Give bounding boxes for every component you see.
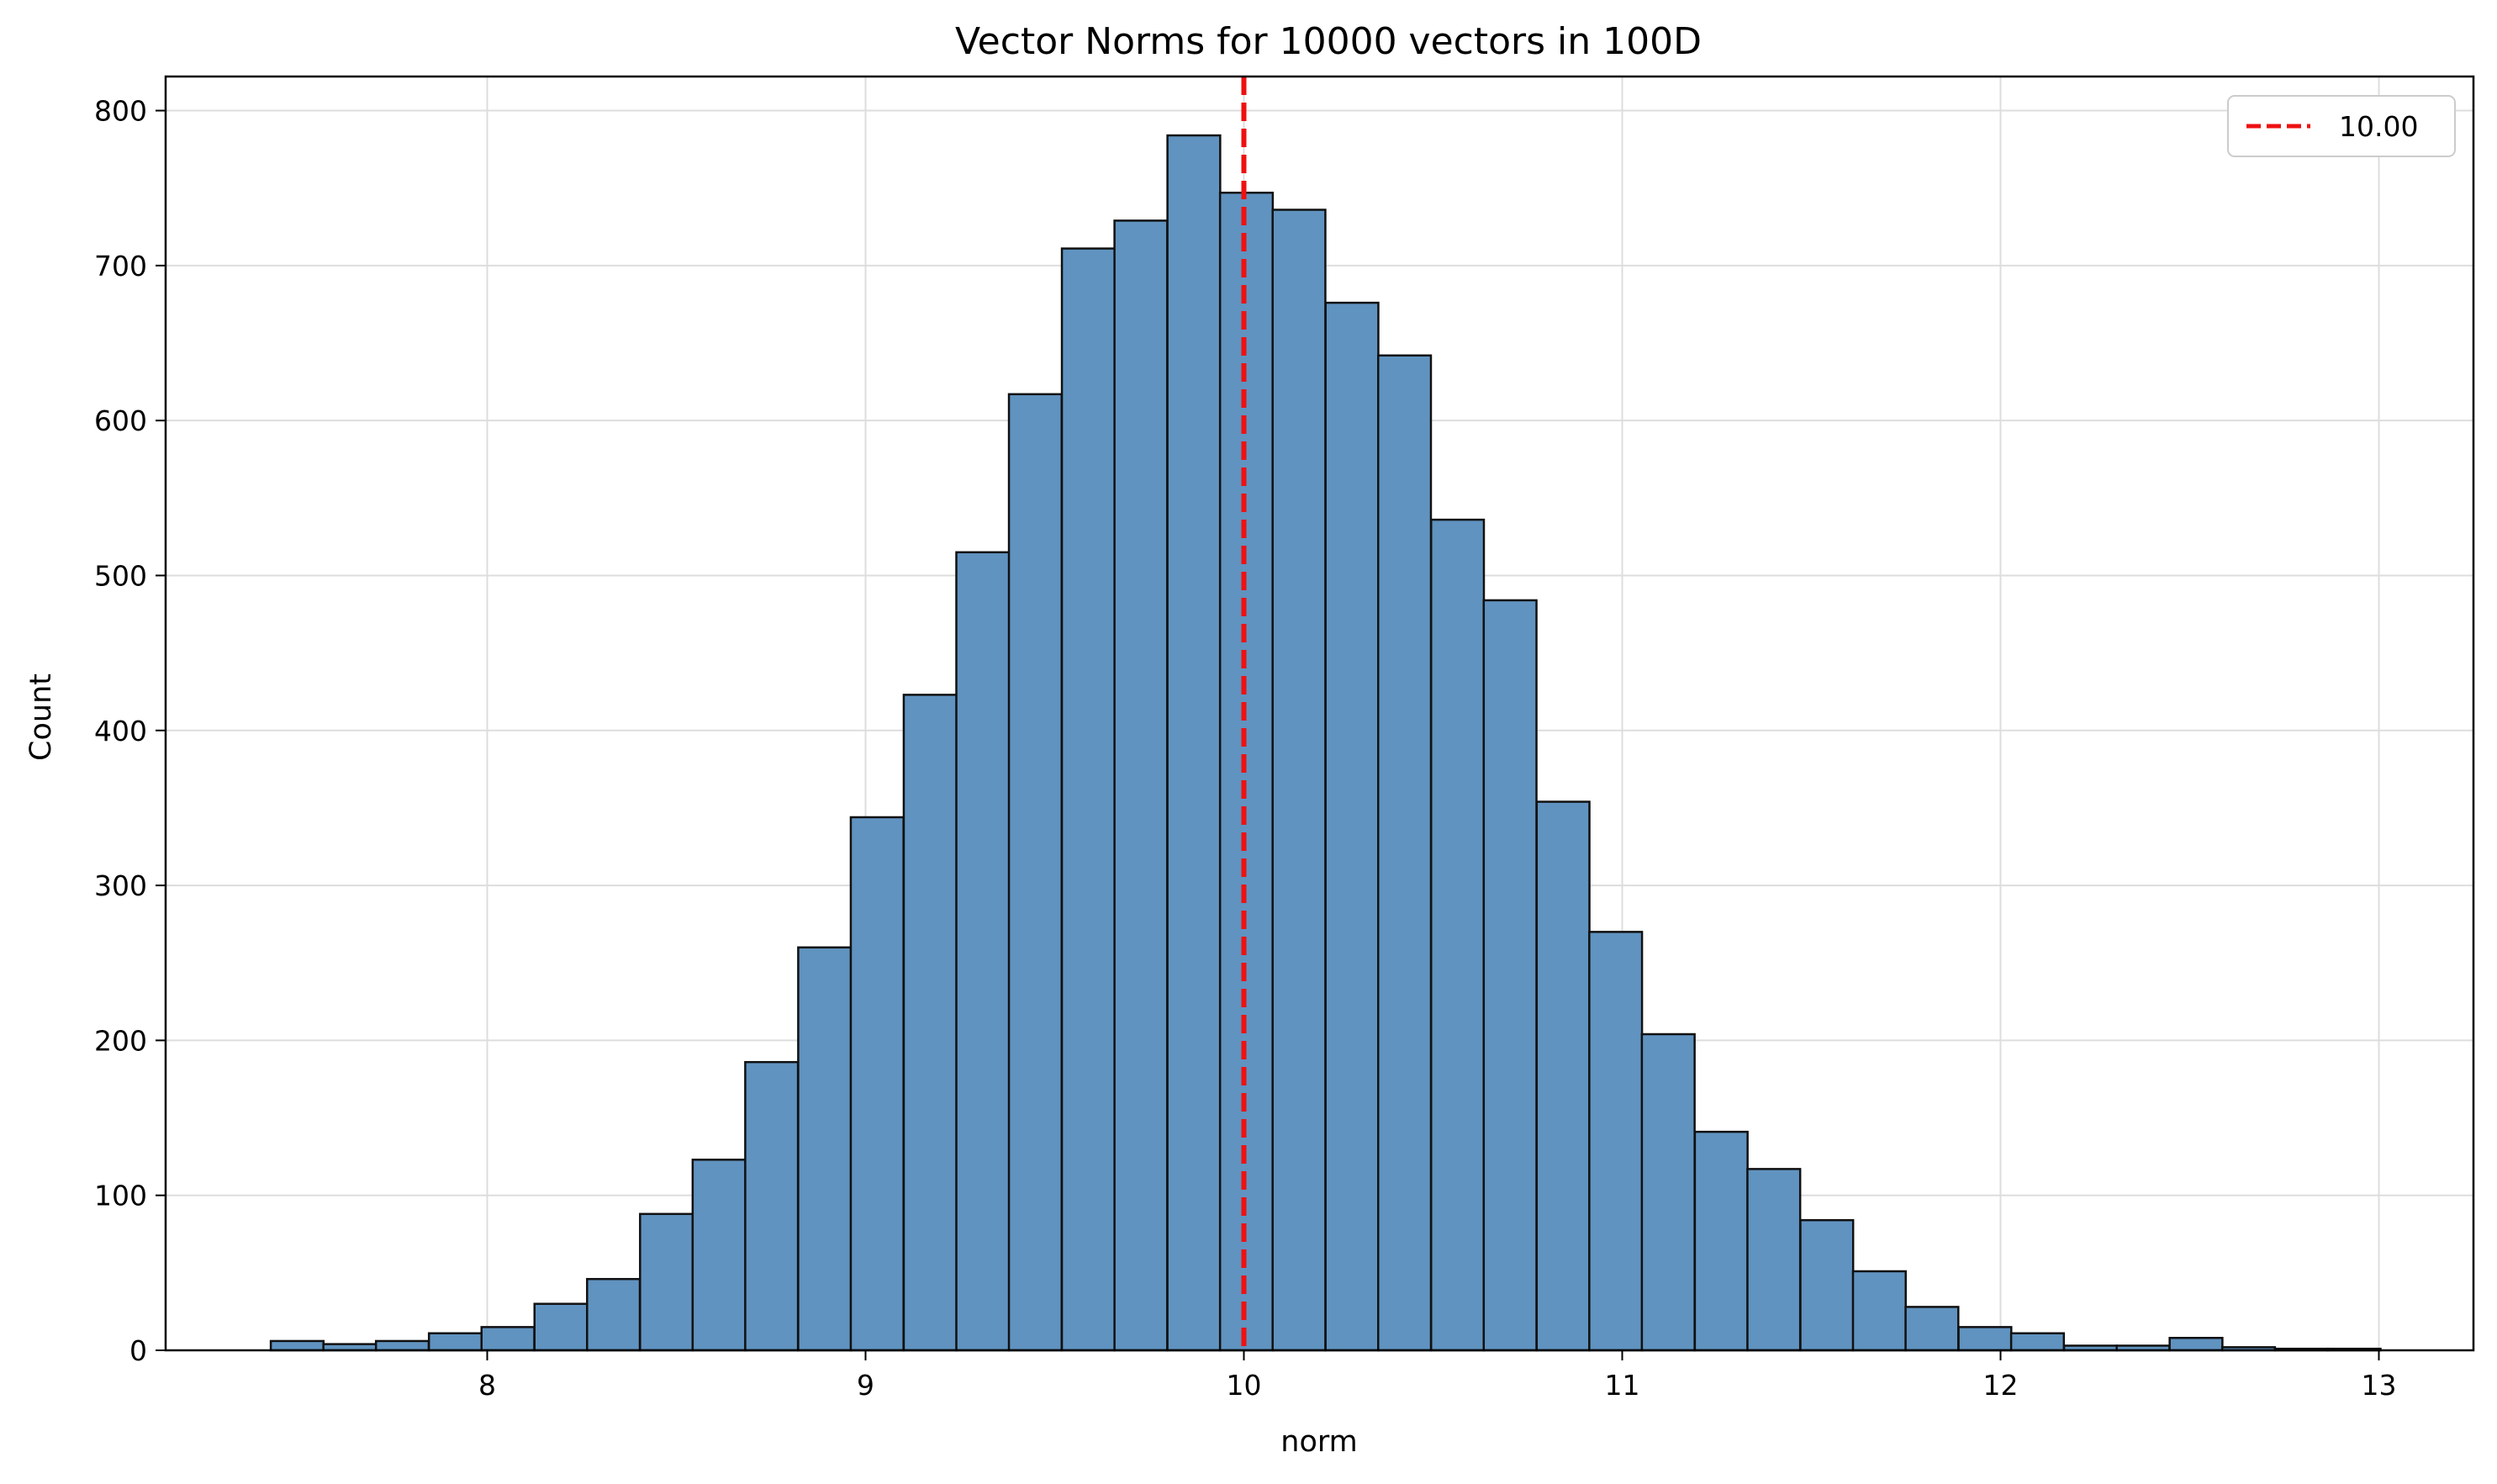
- histogram-bar: [2168, 1337, 2224, 1352]
- legend: 10.00: [2227, 95, 2456, 157]
- x-tick-label: 11: [1605, 1369, 1640, 1402]
- legend-box: [2227, 95, 2456, 157]
- histogram-bar: [427, 1332, 483, 1352]
- histogram-bar: [1218, 191, 1275, 1352]
- histogram-bar: [2009, 1332, 2066, 1352]
- legend-label: 10.00: [2339, 110, 2418, 143]
- histogram-bar: [1851, 1270, 1907, 1352]
- histogram-bar: [1166, 134, 1222, 1352]
- histogram-bar: [1535, 800, 1591, 1352]
- x-tick-label: 10: [1227, 1369, 1262, 1402]
- histogram-bar: [955, 551, 1011, 1352]
- histogram-bar: [1007, 393, 1064, 1352]
- x-axis-ticks: 8 9 10 11 12 13: [478, 1350, 2397, 1402]
- histogram-bar: [1904, 1306, 1960, 1352]
- x-tick-label: 13: [2362, 1369, 2397, 1402]
- y-tick-label: 100: [94, 1180, 147, 1212]
- histogram-bar: [1324, 301, 1380, 1352]
- x-tick-label: 9: [857, 1369, 874, 1402]
- x-tick-label: 12: [1983, 1369, 2019, 1402]
- histogram-bar: [374, 1339, 430, 1352]
- histogram-bar: [902, 694, 958, 1352]
- y-tick-label: 800: [94, 95, 147, 128]
- histogram-bar: [1693, 1130, 1749, 1352]
- y-tick-label: 400: [94, 715, 147, 747]
- histogram-bar: [849, 816, 905, 1352]
- histogram-bar: [1640, 1032, 1696, 1352]
- histogram-bar: [1746, 1168, 1802, 1352]
- y-tick-label: 700: [94, 250, 147, 283]
- histogram-bar: [797, 946, 853, 1352]
- histogram-bar: [533, 1302, 589, 1352]
- histogram-bar: [586, 1277, 641, 1352]
- y-tick-label: 0: [129, 1334, 147, 1367]
- x-tick-label: 8: [478, 1369, 496, 1402]
- histogram-bar: [1799, 1218, 1855, 1352]
- histogram-bar: [744, 1060, 800, 1352]
- histogram-bar: [1377, 354, 1433, 1352]
- histogram-bar: [1588, 931, 1644, 1352]
- y-axis-label: Count: [24, 673, 58, 761]
- y-tick-label: 200: [94, 1024, 147, 1057]
- y-tick-label: 500: [94, 559, 147, 592]
- plot-frame: [164, 75, 2475, 1352]
- histogram-bar: [1482, 599, 1538, 1352]
- chart-title: Vector Norms for 10000 vectors in 100D: [955, 20, 1702, 63]
- histogram-bar: [1060, 247, 1117, 1352]
- y-axis-ticks: 0 100 200 300 400 500 600 700 800: [94, 95, 166, 1367]
- histogram-bars: [269, 134, 2382, 1352]
- histogram-bar: [1430, 518, 1486, 1352]
- histogram-bar: [639, 1212, 694, 1352]
- y-tick-label: 600: [94, 404, 147, 437]
- histogram-bar: [691, 1159, 747, 1352]
- histogram-bar: [1957, 1326, 2013, 1352]
- histogram-bar: [480, 1326, 536, 1352]
- x-axis-label: norm: [1280, 1425, 1357, 1459]
- histogram-bar: [1113, 219, 1169, 1352]
- histogram-bar: [1271, 209, 1327, 1352]
- histogram-bar: [269, 1339, 325, 1352]
- y-tick-label: 300: [94, 869, 147, 902]
